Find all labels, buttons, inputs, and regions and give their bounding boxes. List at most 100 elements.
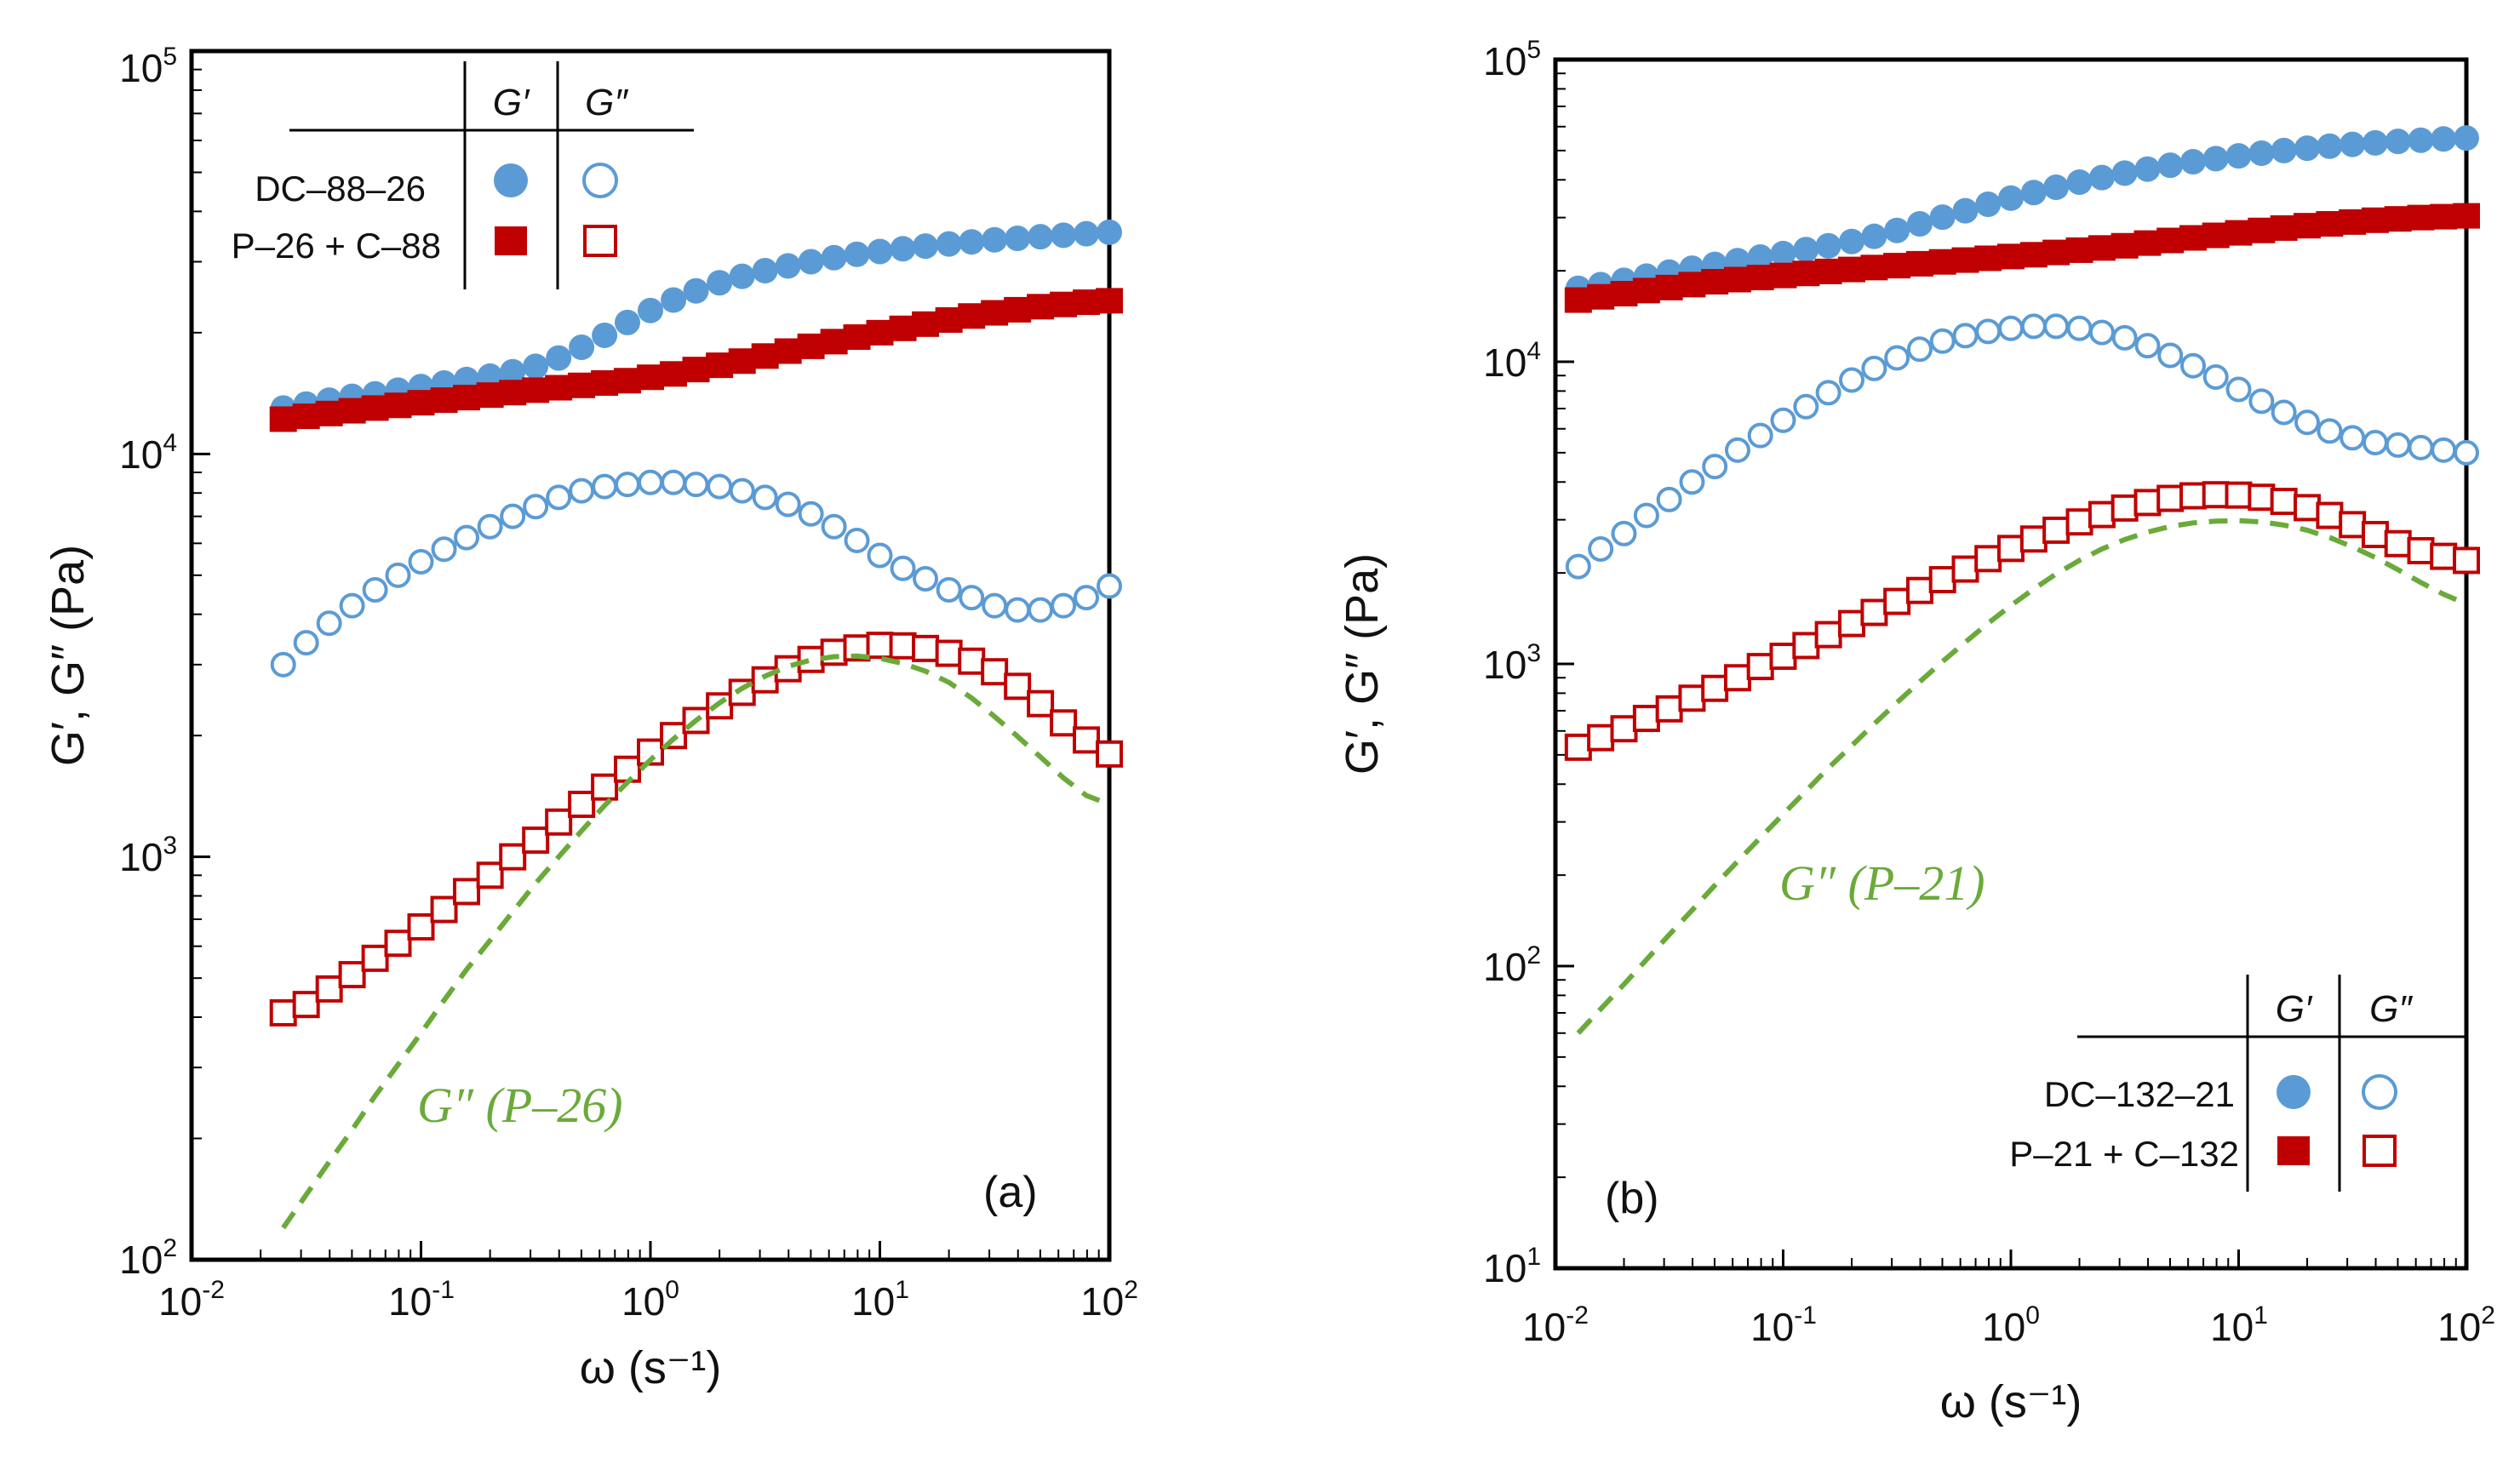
panel-a-x-ticks [190,1241,1111,1260]
panel-b-series-1-point [2043,313,2070,340]
panel-b-series-0-point [2020,180,2047,206]
panel-a-series-0-point [592,322,618,348]
panel-a-legend-filled-square [495,226,527,255]
panel-a-series-1-point [592,473,618,500]
panel-b-series-3-point [2019,525,2048,553]
panel-b-x-tick-label: 100 [1982,1301,2040,1349]
panel-b-series-0-point [1747,244,1773,271]
panel-b-y-tick-label: 102 [1483,941,1541,989]
panel-a-series-2-point [361,395,389,421]
panel-a-series-3-point [797,645,825,673]
panel-b-legend-row-label: DC–132–21 [2044,1074,2235,1114]
panel-b-chart: 10-2 10-1 100 101 102 101 102 103 104 10… [1337,36,2495,1427]
panel-b-series-0-point [2111,160,2138,186]
panel-b-reference-label: G″ (P–21) [1779,855,1985,911]
panel-a-series-1-point [362,576,388,603]
panel-b-series-0-point [1906,210,1933,237]
panel-b-series-1-point [1770,407,1796,433]
panel-a-series-2-point [315,400,343,426]
panel-a-series-1-point [408,549,434,575]
panel-a-series-0-point [982,226,1008,253]
panel-b-series-3-point [1814,620,1842,649]
panel-b-series-1-point [1656,486,1682,512]
panel-a-series-2-point [637,364,664,391]
panel-b-series-3-point [1792,632,1820,660]
panel-a-series-1-point [546,484,572,511]
panel-b-x-axis-title: ω (s⁻¹) [1940,1376,2082,1427]
panel-b-series-2-point [2042,239,2070,266]
panel-a-series-2-point [338,397,366,424]
panel-b-series-0-point [2157,152,2184,179]
panel-a-series-2-point [774,338,802,364]
panel-a-series-2-point [1004,296,1032,323]
panel-a-series-2-point [499,380,527,406]
panel-a-series-2-point [1096,288,1123,314]
panel-b-y-tick-label: 104 [1483,337,1541,385]
panel-b-legend-filled-circle [2277,1075,2311,1109]
panel-a-series-3-point [660,722,688,750]
panel-b-series-3-point [1997,535,2025,563]
panel-a-series-2-point [751,343,779,369]
panel-b-series-0-point [2294,135,2321,162]
panel-b-series-2-point [2316,210,2344,237]
panel-b-legend-open-circle [2362,1074,2397,1110]
panel-a-series-3-point [751,666,779,694]
panel-a-legend: G′ G″ DC–88–26 P–26 + C–88 [232,61,694,289]
panel-b-series-0-point [2317,133,2343,159]
panel-b-series-3-point [2088,500,2116,529]
panel-a-series-2-point [797,333,825,359]
panel-a-series-3-point [407,912,435,941]
panel-b-series-3-point [1928,566,1956,594]
panel-b-series-0-point [2385,129,2411,155]
panel-b-y-tick-label: 103 [1483,639,1541,687]
panel-b-x-tick-label: 101 [2210,1301,2268,1349]
panel-a-series-1-point [1074,585,1100,611]
panel-b-series-1-point [1929,328,1956,354]
panel-b-series-0-point [1861,223,1887,249]
panel-b-series-0-point [1975,191,2002,217]
panel-b-series-2-point [2384,206,2412,232]
panel-b-series-3-point [2225,481,2253,509]
panel-b-x-ticks [1554,1250,2468,1268]
panel-b-series-0-point [1952,197,1979,224]
panel-b-series-1-point [2066,315,2093,341]
panel-a-series-3-point [614,755,642,783]
panel-a-series-2-point [591,369,619,396]
panel-a-series-1-point [867,542,893,569]
panel-b-y-tick-label: 101 [1483,1243,1541,1290]
panel-a-series-0-point [615,309,641,335]
panel-b-series-2-point [2453,203,2480,229]
panel-b-series-1-point [2271,399,2297,426]
panel-a-series-2-point [1027,294,1055,320]
panel-b-series-3-point [1610,715,1638,743]
panel-b-series-3-point [1655,695,1683,723]
panel-b-series-3-point [2361,521,2389,549]
panel-b-series-1-point [1906,336,1933,363]
panel-b-y-tick-label: 105 [1483,36,1541,83]
panel-a-series-2-point [614,368,642,394]
panel-a-chart: 10-2 10-1 100 101 102 102 103 104 105 ω … [43,43,1138,1393]
panel-a-series-1-point [638,469,663,495]
panel-b-series-2-point [1951,247,1979,273]
panel-a-series-3-point [981,658,1009,686]
panel-b-series-2-point [1678,272,1706,298]
panel-a-x-tick-label: 101 [851,1276,909,1324]
panel-b-series-1-point [1884,345,1910,371]
panel-b-series-0-point [2043,174,2070,200]
panel-a-series-2-point [866,319,894,346]
panel-b-series-3-point [1769,643,1797,671]
panel-b-series-0-point [2362,129,2388,156]
panel-b-series-1-point [1952,323,1979,349]
panel-b-series-0-point [2431,126,2457,152]
panel-b-series-1-point [2020,313,2047,340]
panel-b-series-1-point [1861,355,1887,381]
panel-b-series-2-point [1701,268,1729,295]
panel-a-x-tick-label: 10-1 [388,1276,455,1324]
panel-b-series-2-point [1905,250,1933,277]
panel-a-reference-label: G″ (P–26) [417,1078,623,1133]
panel-a-x-tick-label: 10-2 [158,1276,225,1324]
panel-b-series-0-point [2225,143,2252,169]
panel-a-series-1-point [752,484,778,511]
panel-a-series-0-point [569,334,595,360]
panel-a-series-1-point [339,592,365,619]
